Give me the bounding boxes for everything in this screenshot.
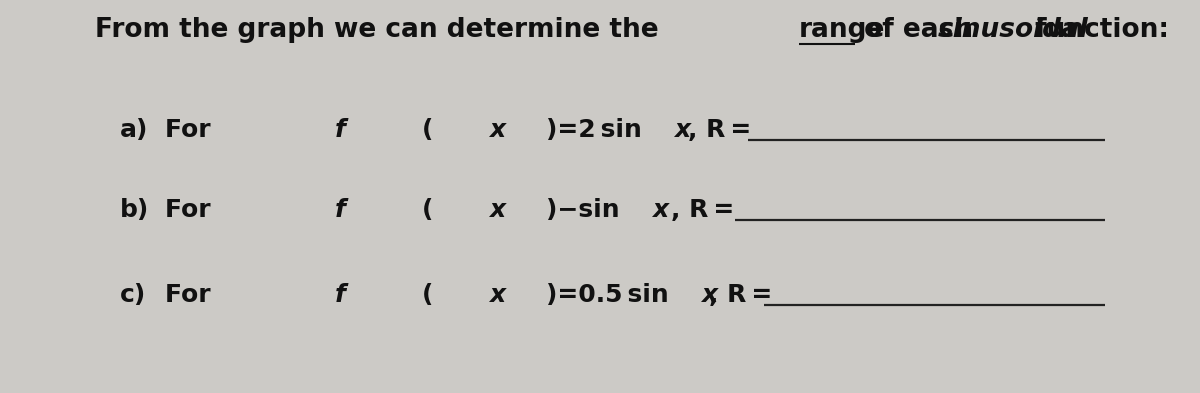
Text: For: For xyxy=(166,118,220,142)
Text: a): a) xyxy=(120,118,149,142)
Text: (: ( xyxy=(421,198,433,222)
Text: x: x xyxy=(488,118,505,142)
Text: , R =: , R = xyxy=(671,198,734,222)
Text: , R =: , R = xyxy=(688,118,751,142)
Text: (: ( xyxy=(421,283,433,307)
Text: function:: function: xyxy=(1026,17,1169,43)
Text: range: range xyxy=(799,17,886,43)
Text: (: ( xyxy=(421,118,433,142)
Text: sinusoidal: sinusoidal xyxy=(938,17,1088,43)
Text: f: f xyxy=(335,283,346,307)
Text: From the graph we can determine the: From the graph we can determine the xyxy=(95,17,667,43)
Text: x: x xyxy=(652,198,668,222)
Text: For: For xyxy=(166,283,220,307)
Text: For: For xyxy=(166,198,220,222)
Text: )=2 sin: )=2 sin xyxy=(546,118,647,142)
Text: f: f xyxy=(335,198,346,222)
Text: x: x xyxy=(701,283,716,307)
Text: x: x xyxy=(674,118,690,142)
Text: f: f xyxy=(335,118,346,142)
Text: c): c) xyxy=(120,283,146,307)
Text: )−sin: )−sin xyxy=(546,198,624,222)
Text: x: x xyxy=(488,283,505,307)
Text: of each: of each xyxy=(854,17,982,43)
Text: , R =: , R = xyxy=(709,283,772,307)
Text: )=0.5 sin: )=0.5 sin xyxy=(546,283,673,307)
Text: b): b) xyxy=(120,198,149,222)
Text: x: x xyxy=(488,198,505,222)
